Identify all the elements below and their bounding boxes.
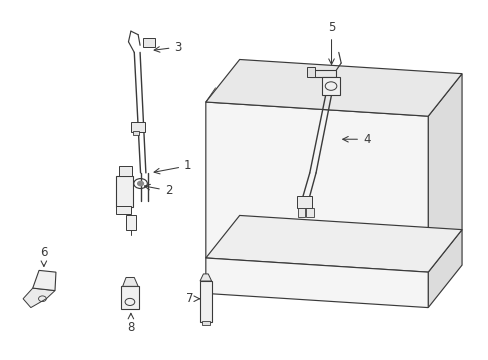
Text: 7: 7 — [186, 292, 199, 305]
Polygon shape — [33, 270, 56, 291]
Polygon shape — [126, 215, 136, 230]
Polygon shape — [309, 70, 336, 77]
Polygon shape — [321, 77, 340, 95]
Text: 1: 1 — [154, 159, 191, 174]
Polygon shape — [205, 258, 427, 307]
Polygon shape — [200, 281, 211, 322]
Polygon shape — [116, 206, 131, 214]
Text: 6: 6 — [40, 246, 47, 266]
Text: 5: 5 — [327, 21, 334, 64]
Polygon shape — [306, 208, 313, 217]
Polygon shape — [133, 131, 138, 135]
Polygon shape — [121, 286, 139, 309]
Text: 2: 2 — [144, 184, 172, 197]
Polygon shape — [205, 215, 461, 272]
Polygon shape — [427, 230, 461, 307]
Text: 3: 3 — [154, 41, 182, 54]
Polygon shape — [427, 74, 461, 272]
Polygon shape — [23, 288, 55, 307]
Polygon shape — [142, 38, 155, 47]
Polygon shape — [131, 122, 145, 132]
Polygon shape — [200, 274, 211, 281]
Polygon shape — [205, 59, 461, 116]
Polygon shape — [307, 67, 314, 77]
Polygon shape — [122, 278, 138, 286]
Circle shape — [138, 181, 143, 186]
Polygon shape — [202, 321, 209, 325]
Polygon shape — [205, 102, 427, 272]
Text: 8: 8 — [127, 313, 134, 334]
Polygon shape — [296, 196, 311, 208]
Text: 4: 4 — [342, 133, 370, 146]
Polygon shape — [116, 176, 133, 207]
Polygon shape — [297, 208, 305, 217]
Polygon shape — [119, 166, 132, 176]
